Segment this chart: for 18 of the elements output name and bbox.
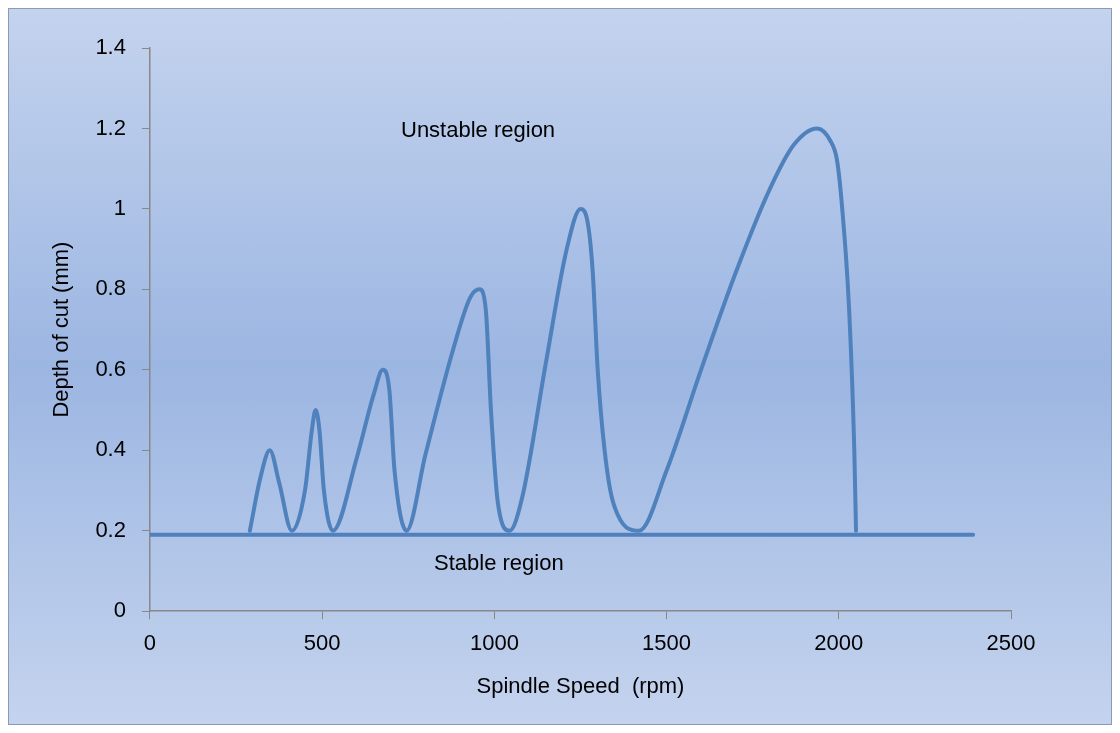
annotation: Unstable region: [401, 117, 556, 143]
y-tick-label: 0: [113, 597, 126, 623]
y-tick-label: 1: [113, 194, 126, 220]
y-tick-label: 1.4: [95, 34, 126, 60]
y-tick-label: 1.2: [95, 114, 126, 140]
y-tick-label: 0.8: [95, 275, 126, 301]
y-axis-title: Depth of cut (mm): [48, 241, 74, 418]
y-tick-label: 0.2: [95, 516, 126, 542]
y-tick-label: 0.6: [95, 355, 126, 381]
annotation: Stable region: [434, 550, 564, 576]
y-tick-label: 0.4: [95, 436, 126, 462]
x-tick-label: 2500: [986, 630, 1036, 656]
x-tick-label: 1000: [469, 630, 519, 656]
x-tick-label: 500: [303, 630, 341, 656]
x-tick-label: 1500: [642, 630, 692, 656]
x-axis-title: Spindle Speed (rpm): [476, 672, 685, 698]
x-tick-label: 0: [143, 630, 157, 656]
x-tick-label: 2000: [814, 630, 864, 656]
